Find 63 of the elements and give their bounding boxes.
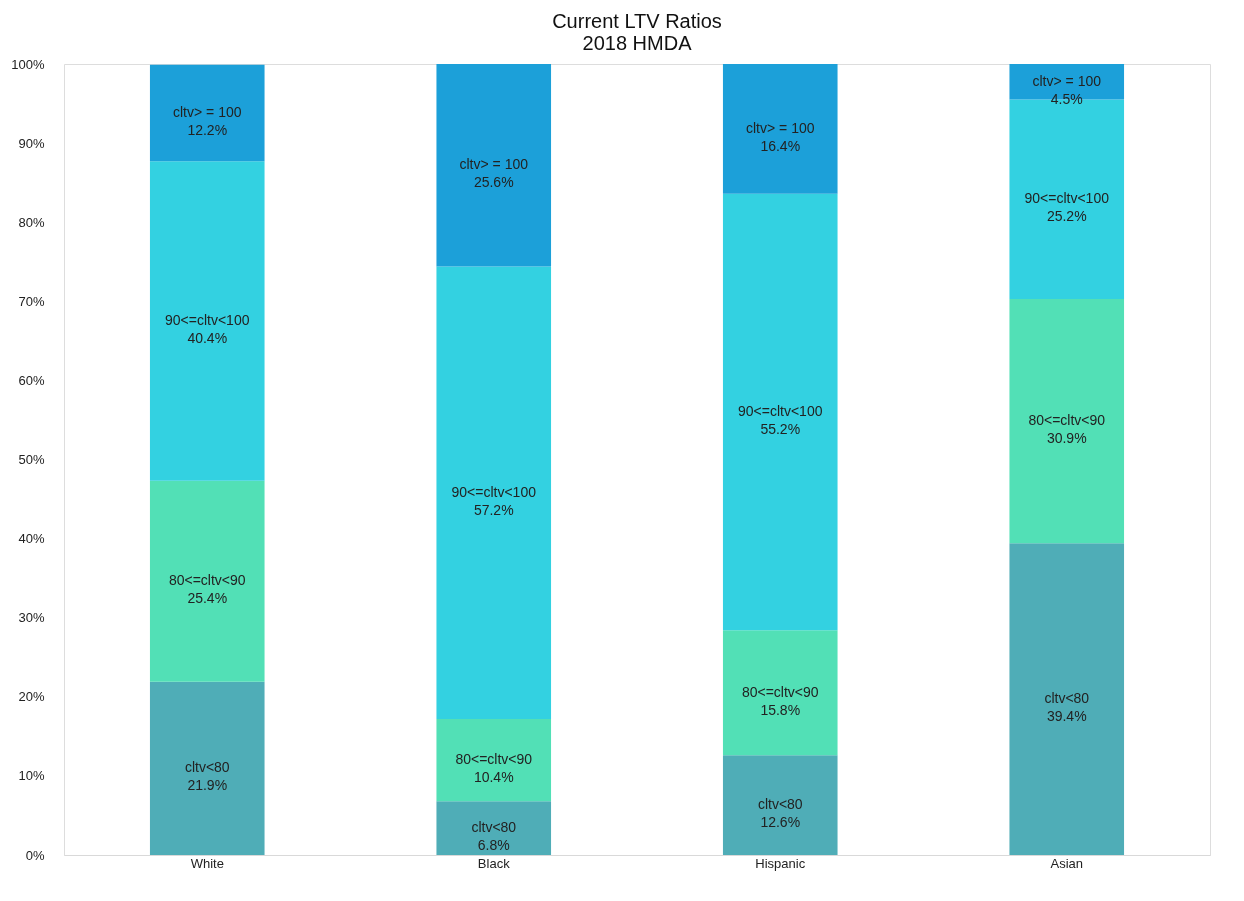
x-tick-label: Asian (1050, 855, 1084, 871)
text: 80<=cltv<90 (1028, 412, 1106, 429)
text: 80<=cltv<90 (741, 683, 819, 700)
bar (1009, 298, 1125, 544)
bar (436, 801, 552, 855)
bar (1009, 543, 1125, 855)
text: cltv> = 100 (746, 119, 815, 136)
x-tick-label: Hispanic (755, 855, 806, 871)
bar (436, 266, 552, 719)
data-label: 30.9% (1046, 430, 1087, 447)
y-tick-label: 30% (18, 610, 45, 626)
bar (436, 718, 552, 802)
series-label: cltv<80 (471, 819, 517, 836)
y-tick-label: 10% (18, 768, 45, 784)
y-tick-label: 100% (11, 56, 45, 72)
text: cltv> = 100 (459, 156, 528, 173)
bar (149, 64, 265, 162)
x-tick-label: Black (477, 855, 511, 871)
text: cltv<80 (1044, 690, 1090, 707)
y-tick-label: 0% (25, 847, 45, 863)
data-label: 21.9% (187, 777, 228, 794)
y-tick-label: 20% (18, 689, 45, 705)
bar (722, 64, 838, 194)
data-label: 55.2% (760, 421, 801, 438)
bar (722, 630, 838, 756)
data-label: 25.6% (473, 174, 514, 191)
bar (149, 681, 265, 855)
y-tick-label: 40% (18, 531, 45, 547)
data-label: 6.8% (477, 837, 510, 854)
data-label: 25.4% (187, 590, 228, 607)
chart-subtitle: 2018 HMDA (582, 32, 693, 54)
text: 80<=cltv<90 (168, 572, 246, 589)
data-label: 10.4% (473, 769, 514, 786)
text: cltv<80 (757, 796, 803, 813)
y-tick-label: 60% (18, 372, 45, 388)
bar (722, 193, 838, 631)
data-label: 12.2% (187, 122, 228, 139)
bar (722, 755, 838, 855)
bar (149, 161, 265, 481)
data-label: 39.4% (1046, 708, 1087, 725)
chart-title: Current LTV Ratios (552, 10, 722, 32)
data-label: 57.2% (473, 501, 514, 518)
series-label: cltv> = 100 (1032, 72, 1102, 89)
series-label: 90<=cltv<100 (451, 483, 537, 500)
series-label: 80<=cltv<90 (455, 751, 533, 768)
data-label: 16.4% (760, 137, 801, 154)
y-tick-label: 70% (18, 293, 45, 309)
data-label: 15.8% (760, 701, 801, 718)
text: 90<=cltv<100 (165, 312, 250, 329)
data-label: 40.4% (187, 330, 228, 347)
data-label: 25.2% (1046, 208, 1087, 225)
x-tick-label: White (190, 855, 224, 871)
y-tick-label: 80% (18, 214, 45, 230)
data-label: 12.6% (760, 814, 801, 831)
y-tick-label: 90% (18, 135, 45, 151)
bar (436, 64, 552, 267)
text: 90<=cltv<100 (738, 403, 823, 420)
bar (149, 480, 265, 682)
text: cltv> = 100 (173, 104, 242, 121)
data-label: 4.5% (1050, 90, 1083, 107)
text: 90<=cltv<100 (1024, 190, 1109, 207)
text: cltv<80 (184, 759, 230, 776)
y-tick-label: 50% (18, 452, 45, 467)
